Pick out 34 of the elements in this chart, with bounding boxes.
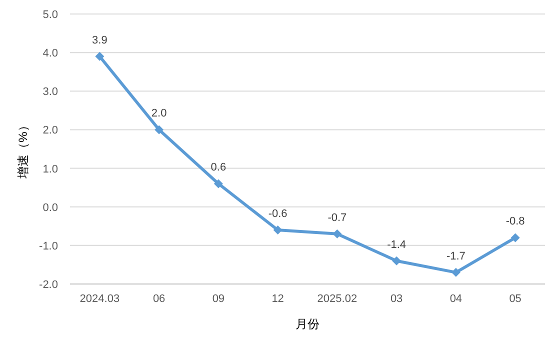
data-label: -1.4 [387, 238, 406, 251]
y-tick-label: 2.0 [42, 124, 58, 137]
data-label: -0.7 [328, 212, 347, 224]
y-tick-label: 0.0 [42, 202, 58, 214]
y-tick-label: -1.0 [39, 240, 58, 252]
point [154, 125, 164, 134]
y-axis-title: 增速（%） [16, 120, 30, 180]
x-tick-label: 03 [390, 293, 403, 305]
y-tick-label: 5.0 [42, 9, 58, 21]
point [214, 179, 223, 188]
y-tick-label: -2.0 [39, 279, 58, 291]
data-label: 2.0 [151, 108, 167, 120]
data-label: -1.7 [446, 250, 466, 262]
point [95, 52, 104, 61]
data-label: -0.6 [268, 208, 288, 220]
data-label: -0.8 [506, 216, 525, 228]
point [392, 256, 402, 266]
x-tick-label: 2024.03 [80, 293, 120, 305]
y-tick-label: 1.0 [42, 163, 58, 176]
y-tick-label: 3.0 [42, 86, 58, 98]
point [332, 229, 342, 238]
point [451, 268, 460, 277]
x-tick-label: 04 [450, 293, 462, 305]
x-tick-label: 05 [509, 293, 522, 305]
point [273, 226, 282, 234]
x-tick-label: 09 [212, 293, 225, 305]
data-label: 3.9 [92, 34, 108, 46]
data-label: 0.6 [210, 162, 226, 174]
point [510, 233, 520, 242]
x-axis-title: 月份 [296, 317, 320, 331]
x-tick-label: 2025.02 [317, 293, 358, 305]
x-tick-label: 12 [272, 293, 284, 305]
y-tick-label: 4.0 [42, 48, 58, 60]
x-tick-label: 06 [152, 293, 166, 305]
